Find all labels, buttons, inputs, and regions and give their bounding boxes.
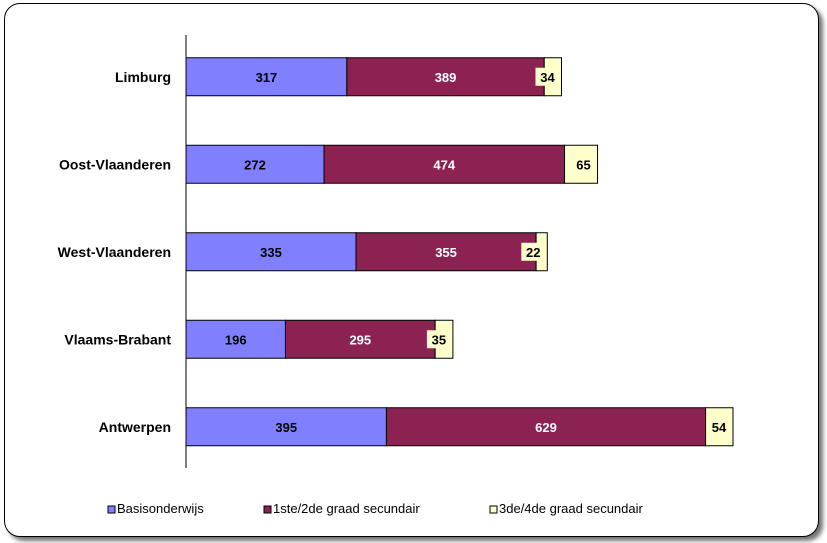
data-label: 35 xyxy=(432,332,446,347)
category-labels: Limburg Oost-Vlaanderen West-Vlaanderen Vla… xyxy=(58,69,172,435)
data-label-box xyxy=(219,330,252,349)
legend-swatch xyxy=(263,505,272,514)
data-label: 474 xyxy=(433,157,455,172)
data-label-box xyxy=(571,155,596,174)
legend: Basisonderwijs 1ste/2de graad secundair 3d… xyxy=(107,501,644,516)
data-label-box xyxy=(535,67,560,86)
data-label: 295 xyxy=(349,332,371,347)
data-label-box xyxy=(239,155,272,174)
legend-label: Basisonderwijs xyxy=(117,501,204,516)
data-label-box xyxy=(428,155,461,174)
legend-label: 1ste/2de graad secundair xyxy=(273,501,420,516)
category-label: Limburg xyxy=(115,69,171,85)
data-label-box xyxy=(254,242,287,261)
legend-swatch xyxy=(107,505,116,514)
legend-label: 3de/4de graad secundair xyxy=(499,501,644,516)
data-label-box xyxy=(521,242,546,261)
data-label: 34 xyxy=(540,70,555,85)
data-label: 196 xyxy=(225,332,247,347)
data-label: 389 xyxy=(435,70,457,85)
data-label-box xyxy=(426,330,451,349)
data-label-box xyxy=(429,67,462,86)
category-label: Oost-Vlaanderen xyxy=(59,156,171,172)
data-label: 395 xyxy=(275,420,297,435)
category-label: West-Vlaanderen xyxy=(58,244,171,260)
data-label-box xyxy=(270,417,303,436)
category-label: Vlaams-Brabant xyxy=(64,331,171,347)
data-label: 54 xyxy=(712,420,727,435)
data-label-box xyxy=(530,417,563,436)
data-label-box xyxy=(707,417,731,436)
data-label: 272 xyxy=(244,157,266,172)
category-label: Antwerpen xyxy=(99,419,171,435)
data-label: 22 xyxy=(526,245,540,260)
data-label: 335 xyxy=(260,245,282,260)
bars-layer: 317 389 34 272 474 65 335 355 22 196 295 35 395 629 54 xyxy=(185,57,734,447)
data-label-box xyxy=(250,67,283,86)
legend-swatch xyxy=(489,505,498,514)
data-label: 629 xyxy=(535,420,557,435)
data-label-box xyxy=(344,330,377,349)
data-label: 65 xyxy=(576,157,590,172)
data-label: 355 xyxy=(435,245,457,260)
data-label-box xyxy=(430,242,463,261)
data-label: 317 xyxy=(256,70,278,85)
